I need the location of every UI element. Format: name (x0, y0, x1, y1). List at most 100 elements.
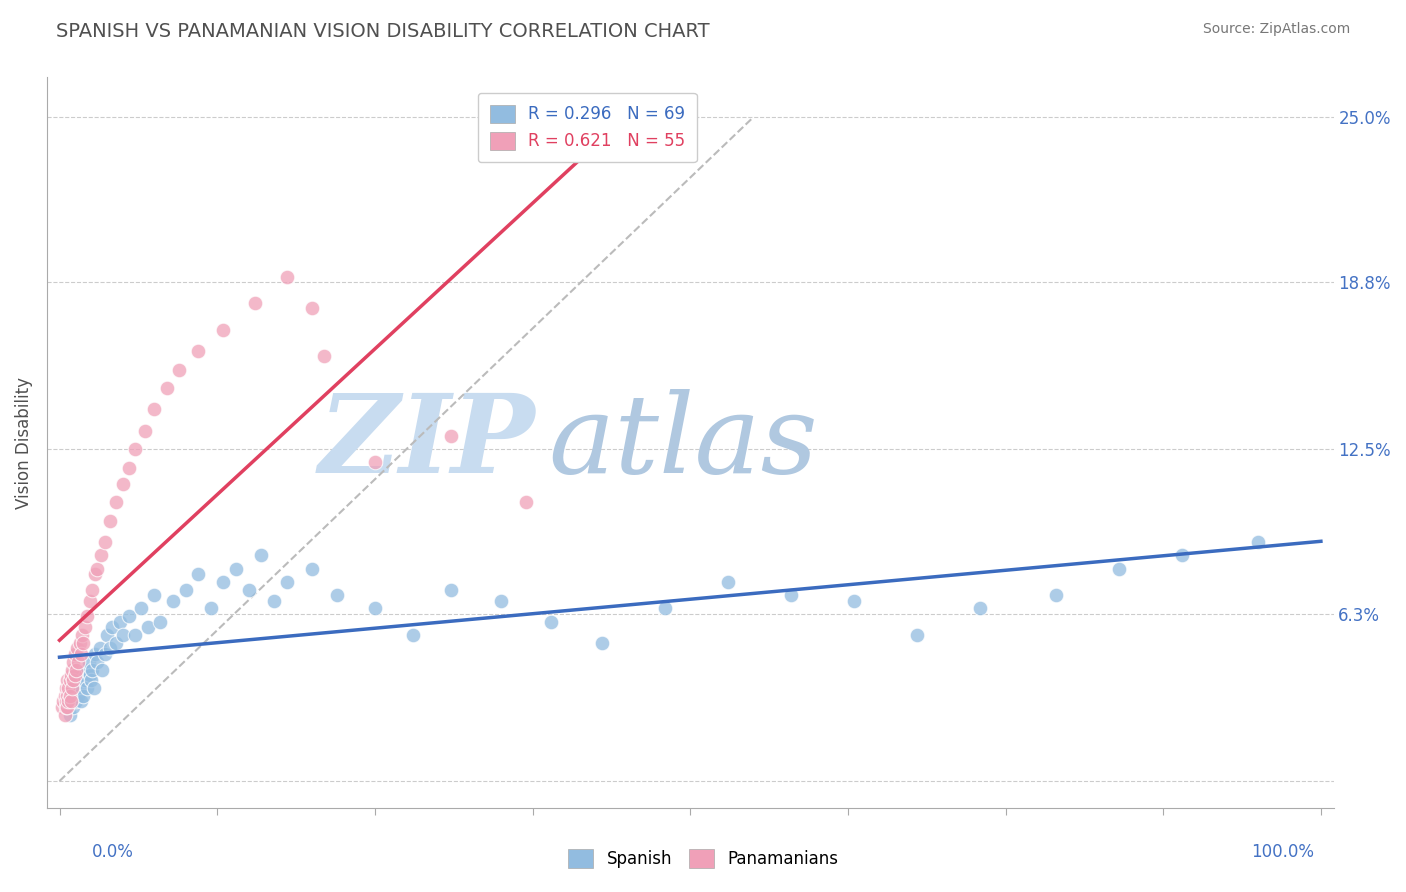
Text: 0.0%: 0.0% (91, 843, 134, 861)
Point (105, 636, 128, 650)
Point (276, 574, 298, 589)
Point (108, 615, 131, 629)
Point (76, 609, 98, 624)
Point (326, 588, 349, 602)
Point (118, 609, 141, 624)
Point (63, 668, 86, 682)
Point (1108, 561, 1130, 575)
Point (301, 301, 323, 316)
Point (540, 615, 562, 629)
Point (591, 636, 613, 650)
Point (53, 689, 76, 703)
Point (86, 655, 108, 669)
Text: 100.0%: 100.0% (1251, 843, 1315, 861)
Point (70, 628, 93, 642)
Point (187, 566, 209, 581)
Point (56, 699, 79, 714)
Point (780, 588, 803, 602)
Text: Source: ZipAtlas.com: Source: ZipAtlas.com (1202, 22, 1350, 37)
Point (83, 647, 105, 661)
Point (62, 673, 84, 688)
Point (52, 694, 75, 708)
Point (55, 681, 77, 695)
Point (187, 343, 209, 358)
Point (65, 673, 87, 688)
Point (98, 641, 121, 656)
Point (72, 689, 94, 703)
Point (56, 689, 79, 703)
Point (59, 668, 82, 682)
Point (149, 615, 172, 629)
Point (55, 694, 77, 708)
Point (111, 628, 134, 642)
Point (63, 647, 86, 661)
Point (77, 655, 100, 669)
Point (86, 561, 108, 575)
Point (70, 668, 93, 682)
Point (1247, 535, 1270, 549)
Point (200, 601, 222, 615)
Point (62, 699, 84, 714)
Point (70, 647, 93, 661)
Point (90, 549, 112, 563)
Point (55, 699, 77, 714)
Legend: Spanish, Panamanians: Spanish, Panamanians (561, 843, 845, 875)
Point (1045, 588, 1067, 602)
Point (69, 681, 91, 695)
Point (134, 424, 156, 438)
Point (439, 429, 461, 443)
Point (51, 699, 73, 714)
Text: SPANISH VS PANAMANIAN VISION DISABILITY CORRELATION CHART: SPANISH VS PANAMANIAN VISION DISABILITY … (56, 22, 710, 41)
Point (79, 668, 101, 682)
Y-axis label: Vision Disability: Vision Disability (15, 376, 32, 508)
Point (67, 689, 90, 703)
Point (79, 593, 101, 607)
Point (59, 694, 82, 708)
Point (212, 323, 235, 337)
Point (94, 647, 117, 661)
Point (905, 628, 928, 642)
Point (162, 593, 184, 607)
Point (238, 582, 260, 597)
Point (58, 694, 80, 708)
Point (62, 655, 84, 669)
Point (174, 582, 197, 597)
Point (58, 694, 80, 708)
Point (243, 296, 266, 310)
Point (60, 663, 83, 677)
Point (124, 442, 146, 457)
Point (80, 673, 103, 688)
Point (301, 561, 323, 575)
Point (439, 582, 461, 597)
Point (364, 601, 387, 615)
Point (364, 455, 387, 469)
Point (65, 663, 87, 677)
Point (225, 561, 247, 575)
Point (58, 707, 80, 722)
Point (844, 593, 866, 607)
Point (58, 681, 80, 695)
Point (314, 349, 336, 363)
Point (58, 689, 80, 703)
Point (75, 663, 97, 677)
Point (124, 628, 146, 642)
Point (91, 663, 114, 677)
Point (59, 689, 82, 703)
Point (143, 588, 166, 602)
Point (489, 593, 512, 607)
Point (76, 681, 98, 695)
Point (60, 681, 83, 695)
Point (67, 655, 90, 669)
Point (58, 673, 80, 688)
Point (111, 476, 134, 491)
Point (515, 495, 537, 509)
Point (143, 402, 166, 417)
Point (83, 681, 105, 695)
Point (82, 663, 104, 677)
Point (53, 707, 76, 722)
Point (402, 628, 425, 642)
Point (73, 620, 96, 634)
Point (118, 460, 141, 475)
Point (1171, 549, 1194, 563)
Point (717, 574, 740, 589)
